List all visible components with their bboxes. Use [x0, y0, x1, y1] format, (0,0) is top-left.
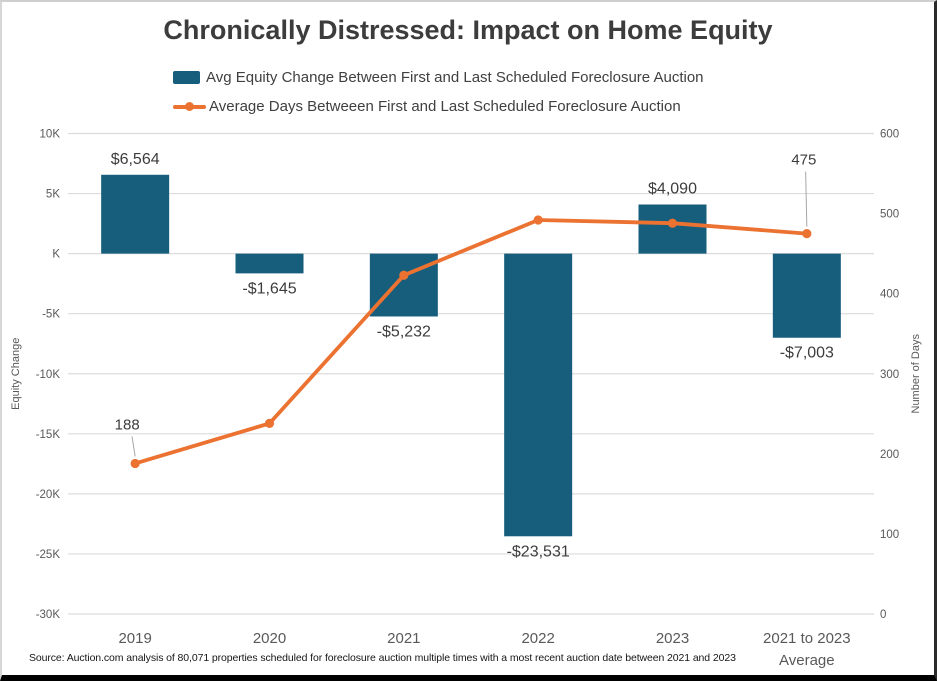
line-point-2023	[667, 218, 678, 228]
source-note: Source: Auction.com analysis of 80,071 p…	[29, 652, 736, 664]
left-axis-tick-label: -30K	[36, 609, 61, 621]
left-axis-tick-label: K	[52, 249, 60, 261]
line-point-label: 188	[115, 416, 140, 433]
legend-item-equity-change: Avg Equity Change Between First and Last…	[173, 63, 704, 92]
right-axis-tick-label: 300	[880, 369, 899, 381]
right-axis-tick-label: 600	[880, 129, 899, 141]
bar-2022	[504, 253, 573, 537]
category-label: 2021 to 2023	[763, 630, 851, 647]
line-point-2021 to 2023 Average	[802, 229, 812, 239]
right-axis-tick-label: 400	[880, 289, 899, 301]
right-axis-tick-label: 0	[880, 609, 886, 621]
left-axis-title: Equity Change	[10, 338, 22, 410]
right-axis-tick-label: 100	[880, 529, 899, 541]
line-point-label: 475	[791, 152, 816, 169]
right-axis-tick-label: 500	[880, 209, 899, 221]
category-label-line2: Average	[779, 652, 835, 669]
chart-legend: Avg Equity Change Between First and Last…	[173, 63, 704, 121]
line-series-swatch-icon	[173, 100, 206, 113]
category-label: 2022	[521, 630, 554, 647]
left-axis-tick-label: -5K	[42, 309, 60, 321]
point-label-leader-line	[805, 171, 808, 227]
category-label: 2019	[118, 630, 151, 647]
left-axis-tick-label: -20K	[36, 489, 61, 501]
right-axis-title: Number of Days	[910, 334, 922, 414]
legend-label-average-days: Average Days Betweeen First and Last Sch…	[209, 98, 681, 115]
bar-value-label: -$1,645	[242, 280, 296, 297]
chart-title: Chronically Distressed: Impact on Home E…	[163, 15, 773, 45]
point-label-leader-line	[131, 436, 136, 457]
bar-value-label: -$23,531	[507, 543, 570, 560]
line-point-2021	[399, 270, 409, 280]
bar-value-label: -$7,003	[780, 345, 834, 362]
bar-2021	[369, 253, 438, 317]
bar-series-swatch-icon	[173, 71, 200, 84]
bar-value-label: $4,090	[648, 180, 697, 197]
category-label: 2023	[656, 630, 689, 647]
line-point-2020	[264, 418, 275, 429]
bar-value-label: $6,564	[111, 151, 160, 168]
days-line	[133, 218, 809, 466]
left-axis-tick-label: -15K	[36, 429, 61, 441]
line-point-2022	[533, 215, 543, 225]
left-axis-tick-label: -25K	[36, 549, 61, 561]
line-point-2019	[130, 458, 140, 469]
left-axis-tick-label: 10K	[40, 129, 61, 141]
legend-item-average-days: Average Days Betweeen First and Last Sch…	[173, 92, 704, 121]
category-label: 2020	[253, 630, 286, 647]
category-label: 2021	[387, 630, 420, 647]
bar-2021 to 2023 Average	[772, 253, 841, 338]
bar-2023	[638, 204, 707, 254]
left-axis-tick-label: -10K	[36, 369, 61, 381]
left-axis-tick-label: 5K	[46, 189, 60, 201]
right-axis-tick-label: 200	[880, 449, 899, 461]
bar-2019	[101, 174, 170, 254]
bar-value-label: -$5,232	[377, 323, 431, 340]
line-swatch-marker	[185, 102, 194, 111]
legend-label-equity-change: Avg Equity Change Between First and Last…	[206, 69, 704, 86]
bar-2020	[235, 253, 304, 274]
